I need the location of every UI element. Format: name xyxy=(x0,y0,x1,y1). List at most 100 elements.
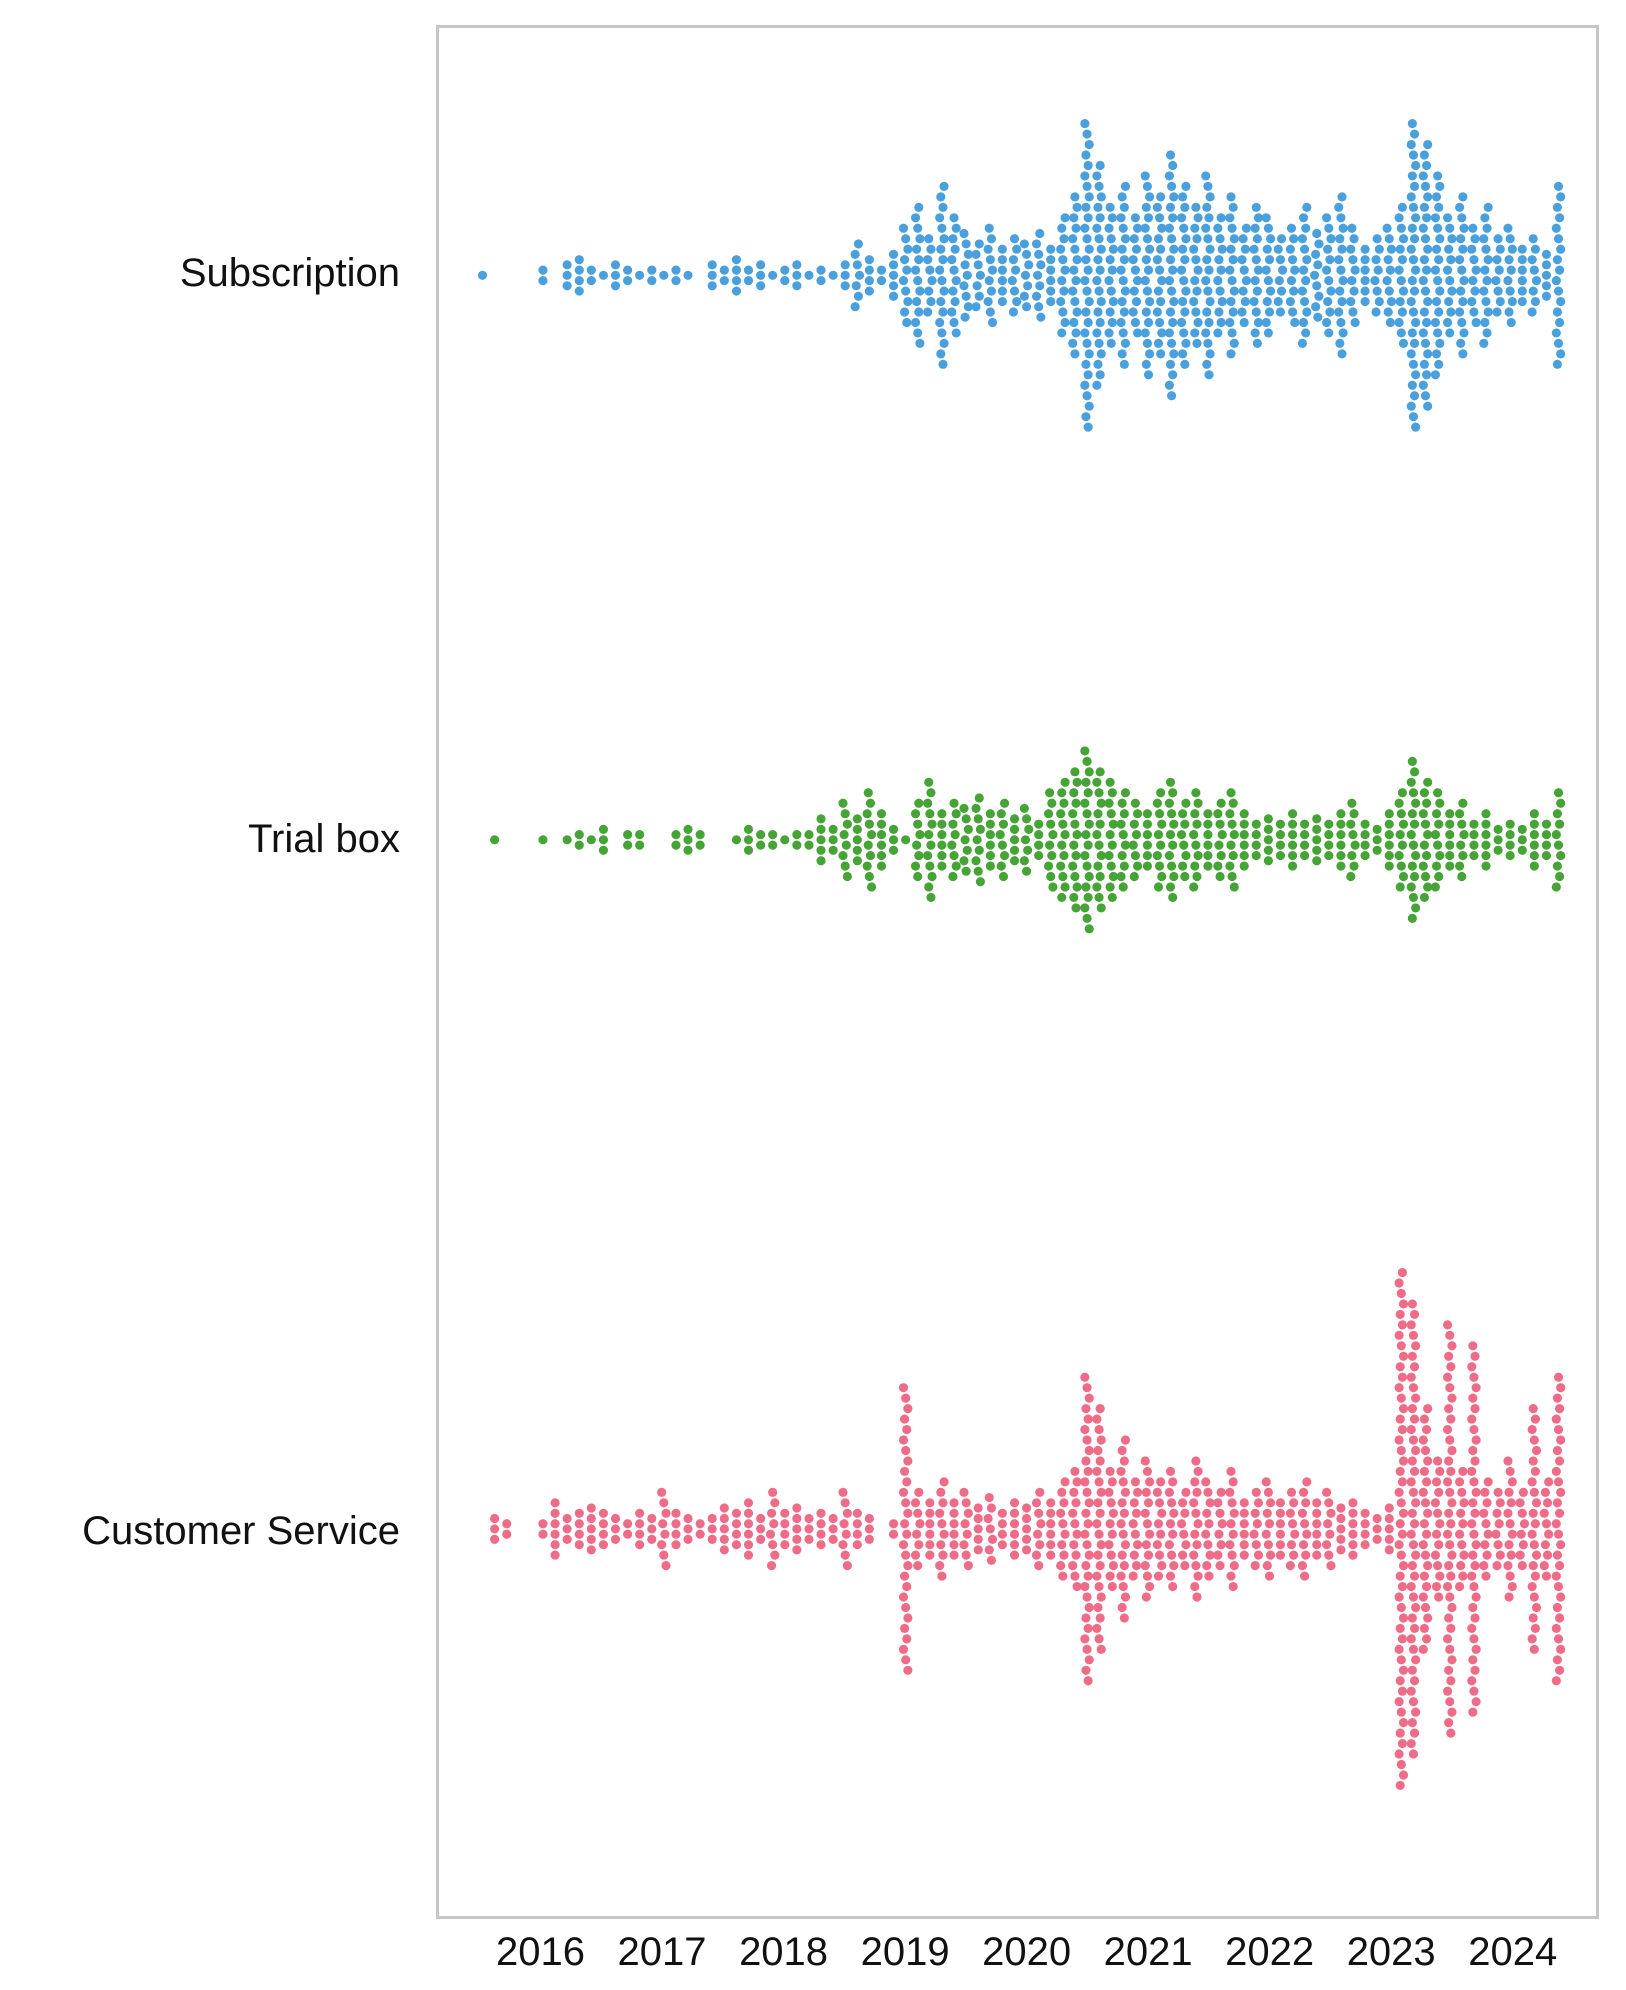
data-point xyxy=(1117,1550,1127,1560)
data-point xyxy=(1156,349,1166,359)
series-customer-service xyxy=(490,1267,1566,1791)
data-point xyxy=(769,1519,779,1529)
data-point xyxy=(1418,380,1428,390)
data-point xyxy=(902,1581,912,1592)
data-point xyxy=(1435,181,1445,191)
data-point xyxy=(1204,370,1214,380)
data-point xyxy=(1263,223,1273,233)
data-point xyxy=(1180,359,1190,369)
data-point xyxy=(913,819,923,829)
data-point xyxy=(936,244,946,254)
data-point xyxy=(876,265,887,275)
data-point xyxy=(1213,1498,1223,1508)
data-point xyxy=(1435,1571,1445,1581)
x-tick-label-2016: 2016 xyxy=(496,1930,585,1974)
data-point xyxy=(1252,286,1262,296)
data-point xyxy=(1216,1540,1226,1550)
data-point xyxy=(1009,1550,1020,1560)
data-point xyxy=(985,840,995,850)
data-point xyxy=(865,850,876,861)
data-point xyxy=(1009,845,1020,855)
data-point xyxy=(974,793,984,803)
data-point xyxy=(949,317,959,328)
data-point xyxy=(1119,1561,1129,1571)
data-point xyxy=(1189,830,1199,840)
data-point xyxy=(1239,1529,1249,1539)
data-point xyxy=(1057,892,1067,903)
data-point xyxy=(1531,1550,1542,1560)
data-point xyxy=(635,830,645,840)
data-point xyxy=(1481,861,1491,871)
data-point xyxy=(901,286,911,296)
data-point xyxy=(1433,1508,1443,1518)
data-point xyxy=(1481,830,1491,840)
data-point xyxy=(1152,798,1162,808)
data-point xyxy=(1238,234,1248,244)
data-point xyxy=(1469,1581,1479,1592)
data-point xyxy=(1419,892,1429,903)
data-point xyxy=(925,861,935,871)
data-point xyxy=(1556,1592,1566,1602)
data-point xyxy=(1164,171,1174,181)
data-point xyxy=(939,338,949,348)
data-point xyxy=(864,255,874,265)
data-point xyxy=(1083,1414,1093,1424)
data-point xyxy=(1456,234,1466,244)
data-point xyxy=(792,281,802,291)
data-point xyxy=(1168,370,1178,380)
data-point xyxy=(1228,202,1238,212)
data-point xyxy=(914,1540,924,1550)
data-point xyxy=(1446,255,1456,265)
data-point xyxy=(923,307,933,317)
data-point xyxy=(1493,1540,1503,1550)
data-point xyxy=(1384,1513,1394,1524)
data-point xyxy=(1192,819,1202,829)
data-point xyxy=(586,1524,596,1534)
data-point xyxy=(1348,1540,1358,1550)
data-point xyxy=(1180,871,1190,882)
data-point xyxy=(996,809,1006,819)
data-point xyxy=(1467,1571,1477,1581)
data-point xyxy=(1552,359,1562,369)
data-point xyxy=(1458,1571,1468,1581)
data-point xyxy=(1056,1561,1066,1571)
data-point xyxy=(1397,1424,1407,1435)
data-point xyxy=(1324,1498,1334,1508)
data-point xyxy=(671,1508,681,1518)
data-point xyxy=(910,317,921,328)
data-point xyxy=(1407,1508,1417,1518)
data-point xyxy=(756,840,766,850)
data-point xyxy=(997,255,1007,265)
data-point xyxy=(1420,181,1431,191)
data-point xyxy=(731,1508,742,1518)
data-point xyxy=(707,1513,717,1524)
data-point xyxy=(914,798,924,808)
data-point xyxy=(1360,819,1370,829)
data-point xyxy=(902,1634,912,1644)
data-point xyxy=(903,244,913,254)
data-point xyxy=(1469,307,1479,317)
data-point xyxy=(1301,223,1311,233)
data-point xyxy=(719,1503,729,1513)
data-point xyxy=(1517,845,1527,855)
data-point xyxy=(1069,892,1079,903)
data-point xyxy=(1348,1498,1358,1508)
data-point xyxy=(1275,307,1286,317)
data-point xyxy=(1180,255,1190,265)
data-point xyxy=(923,255,933,265)
data-point xyxy=(1469,840,1479,850)
data-point xyxy=(983,296,993,307)
data-point xyxy=(1431,296,1442,307)
data-point xyxy=(1394,1749,1404,1759)
data-point xyxy=(1094,286,1104,296)
data-point xyxy=(900,1466,910,1476)
data-point xyxy=(913,1508,923,1518)
data-point xyxy=(888,260,899,270)
data-point xyxy=(1142,819,1153,829)
data-point xyxy=(1445,1540,1455,1550)
data-point xyxy=(863,840,873,850)
data-point xyxy=(816,1508,826,1518)
data-point xyxy=(1190,223,1200,233)
data-point xyxy=(866,830,877,840)
data-point xyxy=(1263,814,1273,824)
